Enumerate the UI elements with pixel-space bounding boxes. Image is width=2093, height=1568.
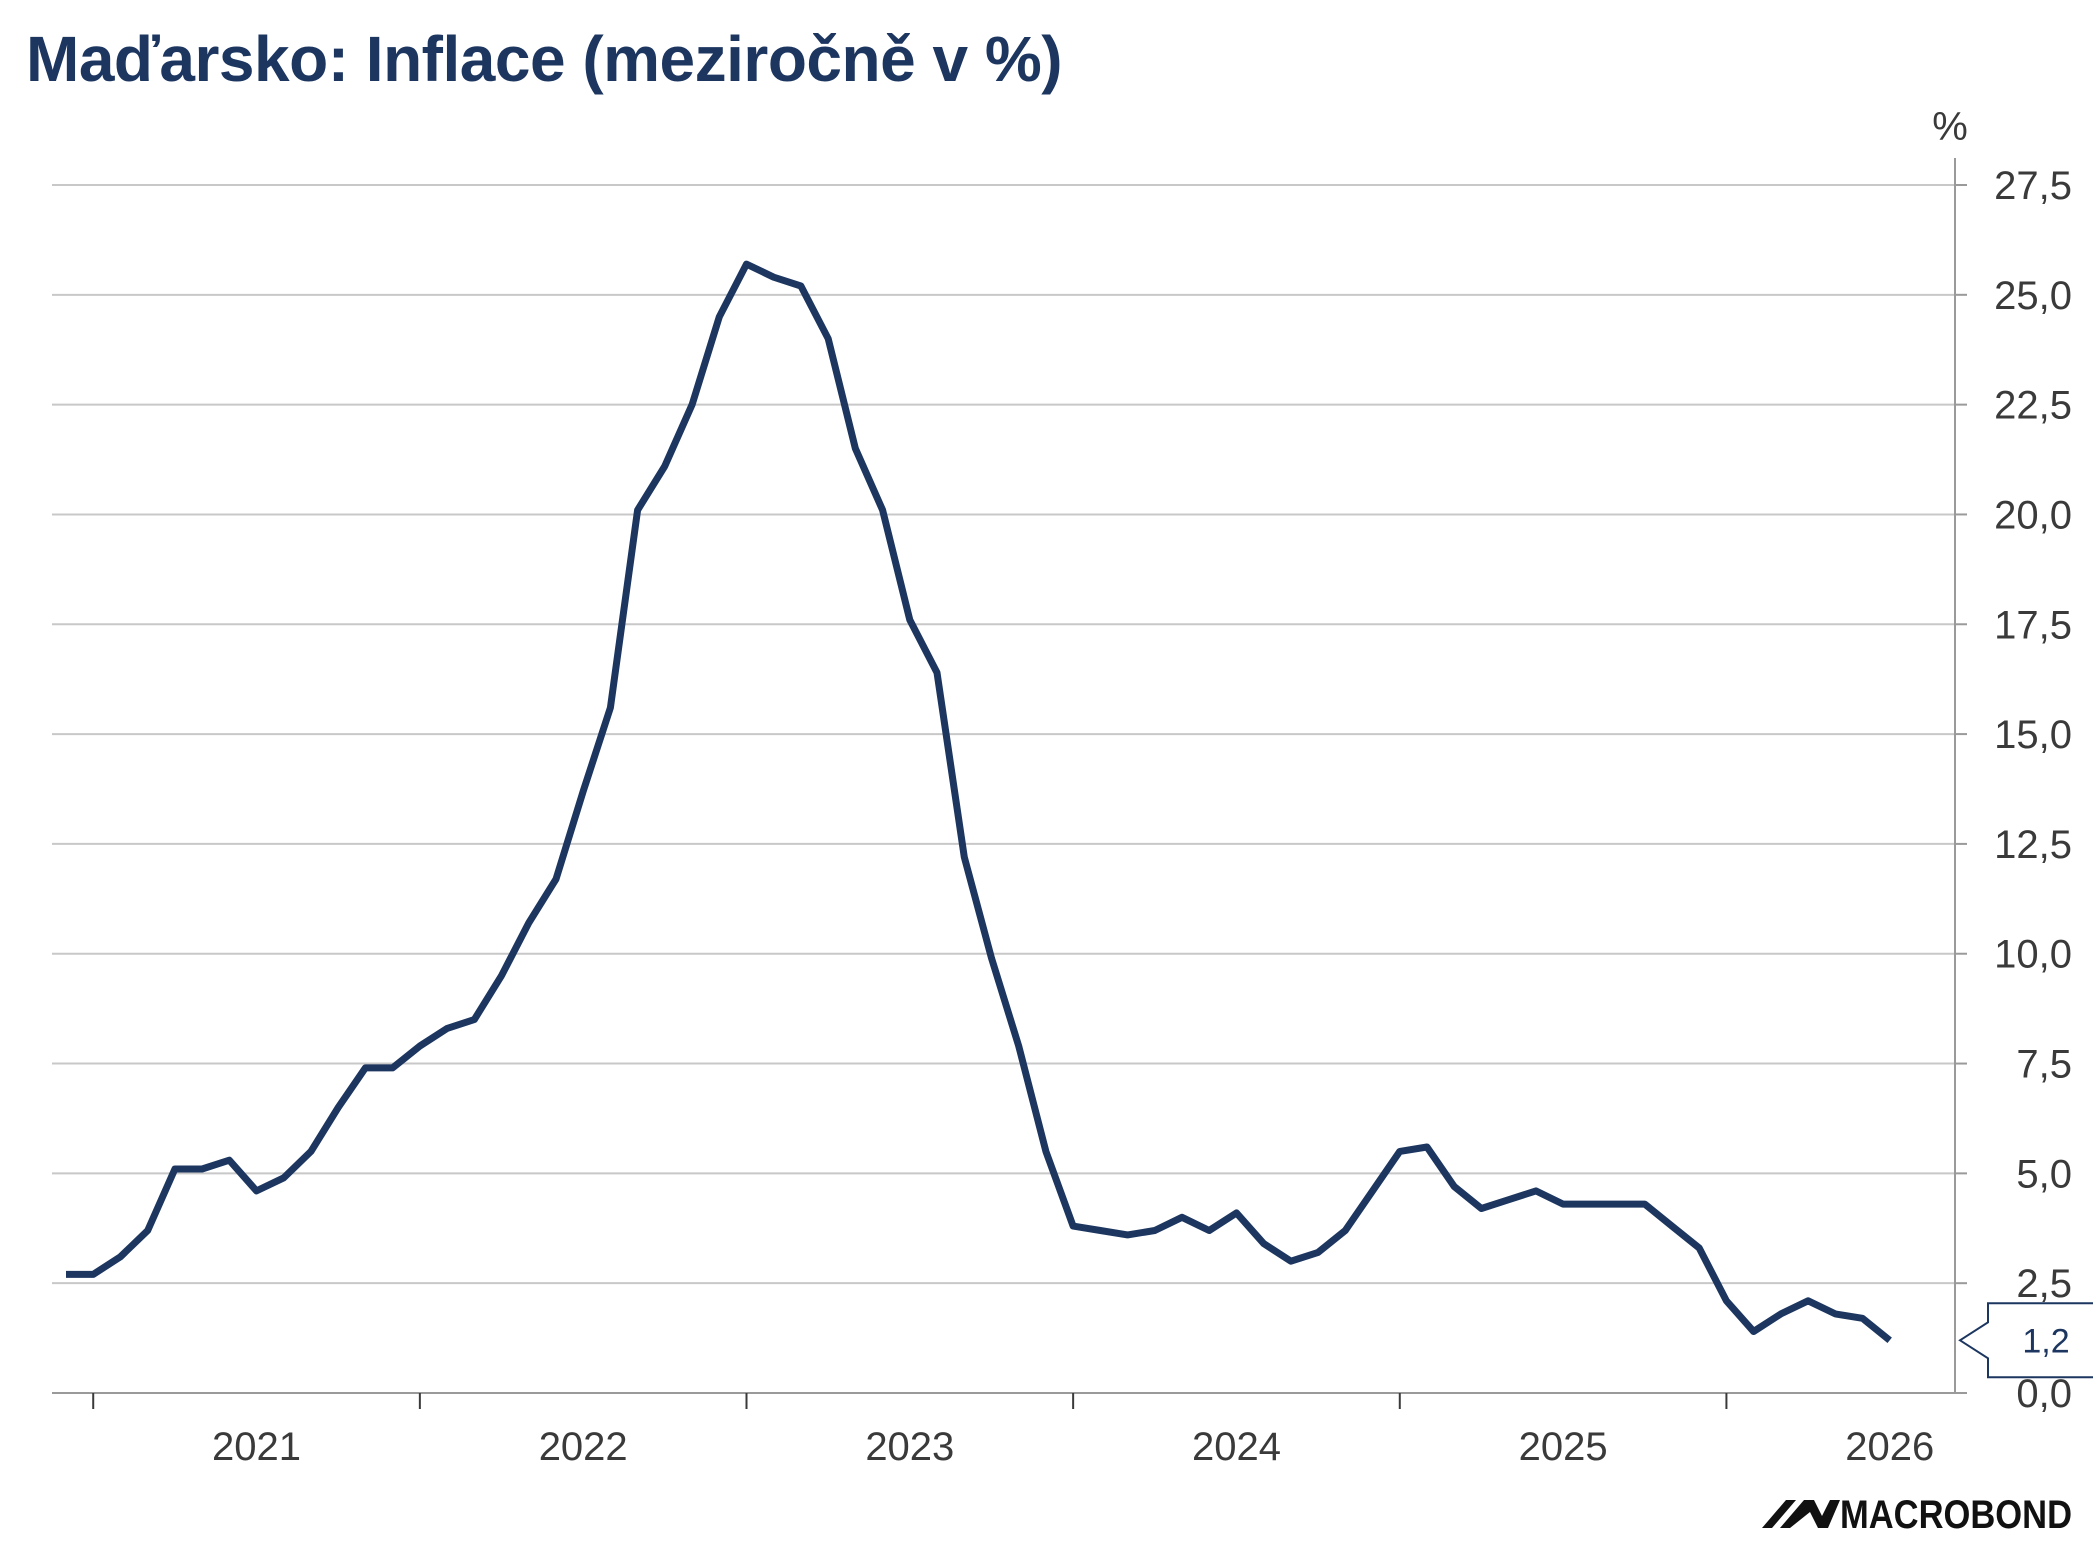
y-tick-label: 17,5 (1994, 603, 2072, 647)
x-axis-ticks: 2021 2022 2023 2024 2025 2026 (92, 1393, 1934, 1469)
x-tick-label: 2026 (1845, 1425, 1934, 1469)
axes (52, 158, 1956, 1394)
x-tick-label: 2022 (539, 1425, 628, 1469)
y-tick-label: 27,5 (1994, 164, 2072, 208)
x-tick-label: 2023 (865, 1425, 954, 1469)
macrobond-logo-text: MACROBOND (1840, 1493, 2072, 1537)
last-value-label: 1,2 (2022, 1322, 2069, 1360)
y-axis-unit-label: % (1932, 105, 1968, 149)
gridlines (52, 184, 1955, 1285)
last-value-callout: 1,2 (1958, 1302, 2093, 1379)
y-tick-label: 2,5 (2016, 1262, 2072, 1306)
y-tick-label: 20,0 (1994, 493, 2072, 537)
y-tick-label: 25,0 (1994, 274, 2072, 318)
macrobond-logo: MACROBOND (1762, 1493, 2072, 1537)
y-tick-label: 7,5 (2016, 1043, 2072, 1087)
x-tick-label: 2025 (1519, 1425, 1608, 1469)
y-axis-tick-labels: 0,0 2,5 5,0 7,5 10,0 12,5 15,0 17,5 20,0 22,5 25,0… (1955, 164, 2072, 1416)
y-tick-label: 10,0 (1994, 933, 2072, 977)
y-tick-label: 15,0 (1994, 713, 2072, 757)
chart-title: Maďarsko: Inflace (meziročně v %) (26, 23, 1063, 95)
x-tick-label: 2024 (1192, 1425, 1281, 1469)
macrobond-logo-mark (1762, 1500, 1840, 1528)
series-layer (66, 260, 1892, 1344)
y-tick-label: 0,0 (2016, 1372, 2072, 1416)
x-tick-label: 2021 (212, 1425, 301, 1469)
last-value-callout-box (1958, 1302, 2093, 1379)
inflation-series-line (66, 260, 1892, 1344)
y-tick-label: 5,0 (2016, 1152, 2072, 1196)
y-tick-label: 22,5 (1994, 384, 2072, 428)
y-tick-label: 12,5 (1994, 823, 2072, 867)
